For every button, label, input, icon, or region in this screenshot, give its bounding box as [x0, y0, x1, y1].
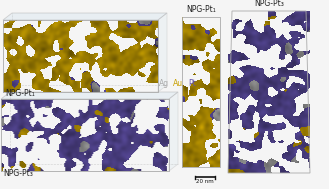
Text: NPG-Pt₃: NPG-Pt₃	[254, 0, 284, 8]
Text: Au: Au	[173, 79, 183, 88]
Text: Ag: Ag	[159, 79, 169, 88]
Polygon shape	[3, 20, 158, 92]
Polygon shape	[3, 13, 167, 20]
Text: NPG-Pt₁: NPG-Pt₁	[5, 89, 35, 98]
Polygon shape	[169, 92, 178, 171]
Text: NPG-Pt₃: NPG-Pt₃	[3, 169, 33, 178]
Text: Pt: Pt	[188, 79, 196, 88]
Text: NPG-Pt₁: NPG-Pt₁	[186, 5, 216, 14]
Text: 20 nm: 20 nm	[196, 179, 214, 184]
Polygon shape	[1, 99, 169, 171]
Polygon shape	[158, 13, 167, 92]
Polygon shape	[1, 92, 178, 99]
